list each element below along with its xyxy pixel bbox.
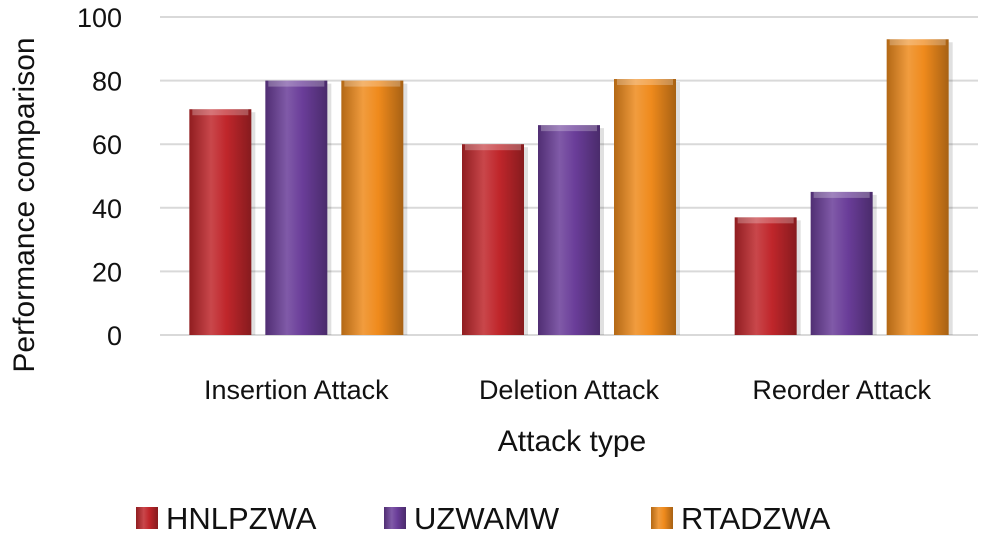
legend-item: RTADZWA xyxy=(651,501,831,536)
bar-rtadzwa xyxy=(614,79,676,335)
bar-hnlpzwa xyxy=(462,144,524,335)
legend-item: UZWAMW xyxy=(384,501,560,536)
bar-top-highlight xyxy=(813,191,870,198)
y-tick-label: 20 xyxy=(92,257,122,287)
bar-uzwamw xyxy=(810,191,873,335)
legend-label: RTADZWA xyxy=(681,501,831,536)
bar-hnlpzwa xyxy=(189,109,252,335)
y-tick-label: 40 xyxy=(92,194,122,224)
y-axis-ticks: 0 20 40 60 80 100 xyxy=(77,3,122,351)
y-axis-title: Performance comparison xyxy=(8,37,41,372)
x-tick-label: Insertion Attack xyxy=(204,375,389,405)
y-tick-label: 80 xyxy=(92,67,122,97)
bar-top-highlight xyxy=(889,39,946,46)
bar-top-highlight xyxy=(192,109,249,116)
bars xyxy=(189,39,953,336)
legend: HNLPZWA UZWAMW RTADZWA xyxy=(136,501,831,536)
y-tick-label: 100 xyxy=(77,3,122,33)
x-axis-title: Attack type xyxy=(498,425,646,458)
x-tick-label: Reorder Attack xyxy=(752,375,931,405)
legend-swatch xyxy=(651,507,673,529)
bar-hnlpzwa xyxy=(734,217,797,335)
bar-top-highlight xyxy=(465,144,521,151)
bar-rtadzwa xyxy=(886,39,949,335)
x-tick-label: Deletion Attack xyxy=(479,375,660,405)
bar-uzwamw xyxy=(538,125,600,336)
legend-swatch xyxy=(384,507,406,529)
y-tick-label: 0 xyxy=(107,321,122,351)
legend-swatch xyxy=(136,507,158,529)
bar-rtadzwa xyxy=(341,80,404,335)
bar-top-highlight xyxy=(617,79,673,86)
legend-label: HNLPZWA xyxy=(166,501,317,536)
bar-uzwamw xyxy=(265,80,328,335)
bar-top-highlight xyxy=(268,80,325,87)
bar-top-highlight xyxy=(344,80,401,87)
legend-item: HNLPZWA xyxy=(136,501,317,536)
y-tick-label: 60 xyxy=(92,130,122,160)
bar-top-highlight xyxy=(737,217,794,224)
bar-top-highlight xyxy=(541,125,597,132)
x-axis-ticks: Insertion Attack Deletion Attack Reorder A… xyxy=(204,375,931,405)
legend-label: UZWAMW xyxy=(414,501,560,536)
